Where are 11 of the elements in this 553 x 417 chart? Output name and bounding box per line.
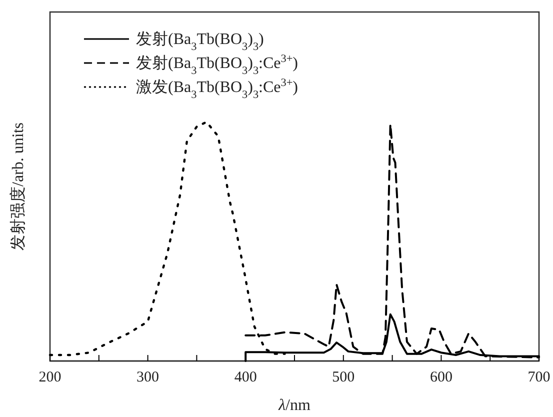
text: 激发(Ba$_{3}$Tb(BO$_{3}$)$_{3}$:Ce$^{3+}$) (136, 77, 298, 101)
x-tick-label: 500 (332, 370, 355, 386)
x-tick-label: 300 (136, 370, 160, 386)
text: 发射(Ba$_{3}$Tb(BO$_{3}$)$_{3}$:Ce$^{3+}$) (136, 53, 298, 77)
x-tick-label: 600 (430, 370, 452, 386)
legend-label: 发射(Ba$_{3}$Tb(BO$_{3}$)$_{3}$) (136, 30, 264, 53)
x-axis-title: λ/nm (278, 397, 311, 414)
x-tick-label: 200 (38, 370, 62, 386)
x-tick-label: 400 (234, 370, 257, 386)
x-tick-label: 700 (528, 370, 550, 386)
y-axis-title: 发射强度/arb. units (9, 122, 27, 250)
